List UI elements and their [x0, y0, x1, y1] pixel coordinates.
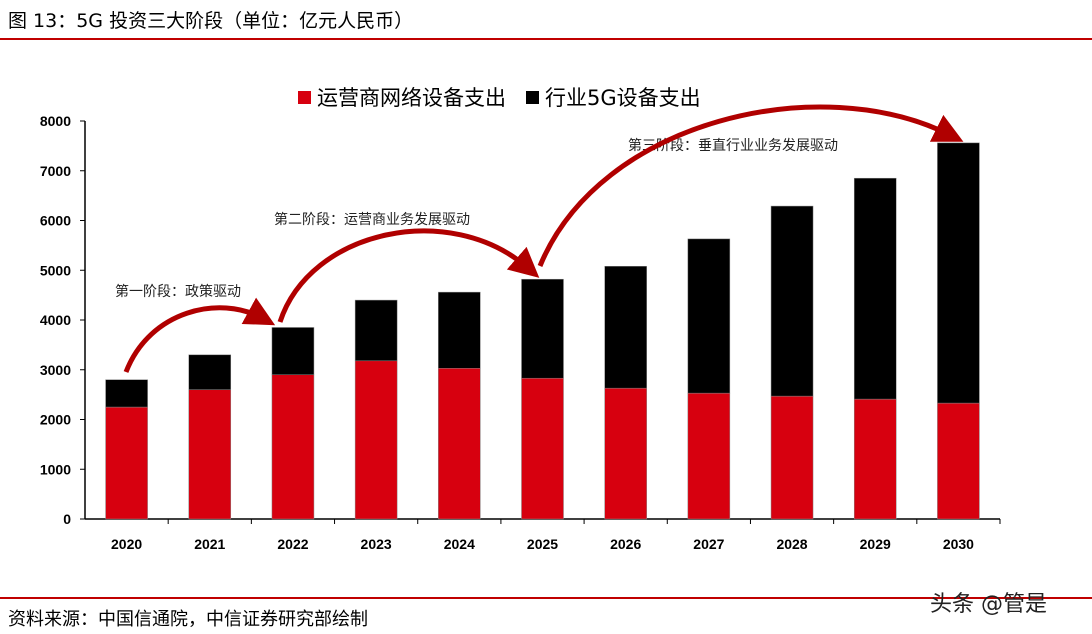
x-tick-label: 2024	[444, 536, 475, 552]
bar-operator-spend	[853, 398, 897, 520]
legend-label: 行业5G设备支出	[545, 86, 701, 110]
stage-arrow	[123, 297, 276, 373]
stage-annotation: 第一阶段：政策驱动	[115, 283, 241, 300]
bar-industry-spend	[188, 354, 232, 390]
bar-industry-spend	[521, 278, 564, 379]
bar-industry-spend	[604, 266, 647, 389]
x-tick-label: 2021	[194, 536, 225, 552]
y-tick-label: 6000	[40, 213, 71, 229]
top-divider	[0, 38, 1092, 40]
stage-arrow	[277, 228, 540, 323]
y-tick-label: 8000	[40, 113, 71, 129]
source-note: 资料来源：中国信通院，中信证券研究部绘制	[8, 609, 368, 630]
x-tick-label: 2023	[361, 536, 392, 552]
legend-swatch	[526, 91, 539, 104]
bar-operator-spend	[271, 374, 315, 520]
bar-industry-spend	[770, 205, 814, 397]
x-tick-label: 2020	[111, 536, 142, 552]
legend-swatch	[298, 91, 311, 104]
bar-operator-spend	[188, 389, 232, 520]
y-tick-label: 3000	[40, 362, 71, 378]
bar-operator-spend	[105, 406, 148, 520]
stacked-bar-chart: 0 1000 2000 3000 4000 5000 6000 7000 8000 2020 202…	[40, 86, 1001, 552]
bar-operator-spend	[937, 402, 980, 520]
y-tick-label: 2000	[40, 412, 71, 428]
x-tick-label: 2030	[943, 536, 974, 552]
stage-annotation: 第三阶段：垂直行业业务发展驱动	[628, 137, 838, 154]
x-tick-label: 2022	[277, 536, 308, 552]
bar-industry-spend	[687, 238, 731, 394]
x-tick-label: 2027	[693, 536, 724, 552]
bar-operator-spend	[687, 392, 731, 520]
x-tick-label: 2026	[610, 536, 641, 552]
bar-operator-spend	[438, 368, 481, 520]
y-tick-label: 5000	[40, 262, 71, 278]
x-tick-label: 2025	[527, 536, 558, 552]
bar-industry-spend	[853, 177, 897, 400]
bar-industry-spend	[937, 142, 980, 404]
stage-arrow	[537, 104, 964, 267]
y-tick-label: 1000	[40, 461, 71, 477]
x-tick-label: 2028	[776, 536, 807, 552]
watermark: 头条 @管是	[930, 592, 1047, 617]
bar-operator-spend	[604, 387, 647, 520]
figure-title: 图 13：5G 投资三大阶段（单位：亿元人民币）	[8, 10, 414, 32]
bar-industry-spend	[105, 379, 148, 408]
y-tick-label: 4000	[40, 312, 71, 328]
legend-label: 运营商网络设备支出	[317, 86, 506, 110]
stage-annotation: 第二阶段：运营商业务发展驱动	[274, 211, 470, 228]
bar-operator-spend	[521, 377, 564, 520]
bar-industry-spend	[354, 299, 398, 362]
bar-operator-spend	[354, 360, 398, 520]
x-tick-label: 2029	[860, 536, 891, 552]
bar-operator-spend	[770, 395, 814, 520]
y-tick-label: 0	[63, 511, 71, 527]
bar-industry-spend	[271, 327, 315, 375]
y-tick-label: 7000	[40, 163, 71, 179]
bar-industry-spend	[438, 291, 481, 369]
bottom-divider	[0, 597, 1092, 599]
